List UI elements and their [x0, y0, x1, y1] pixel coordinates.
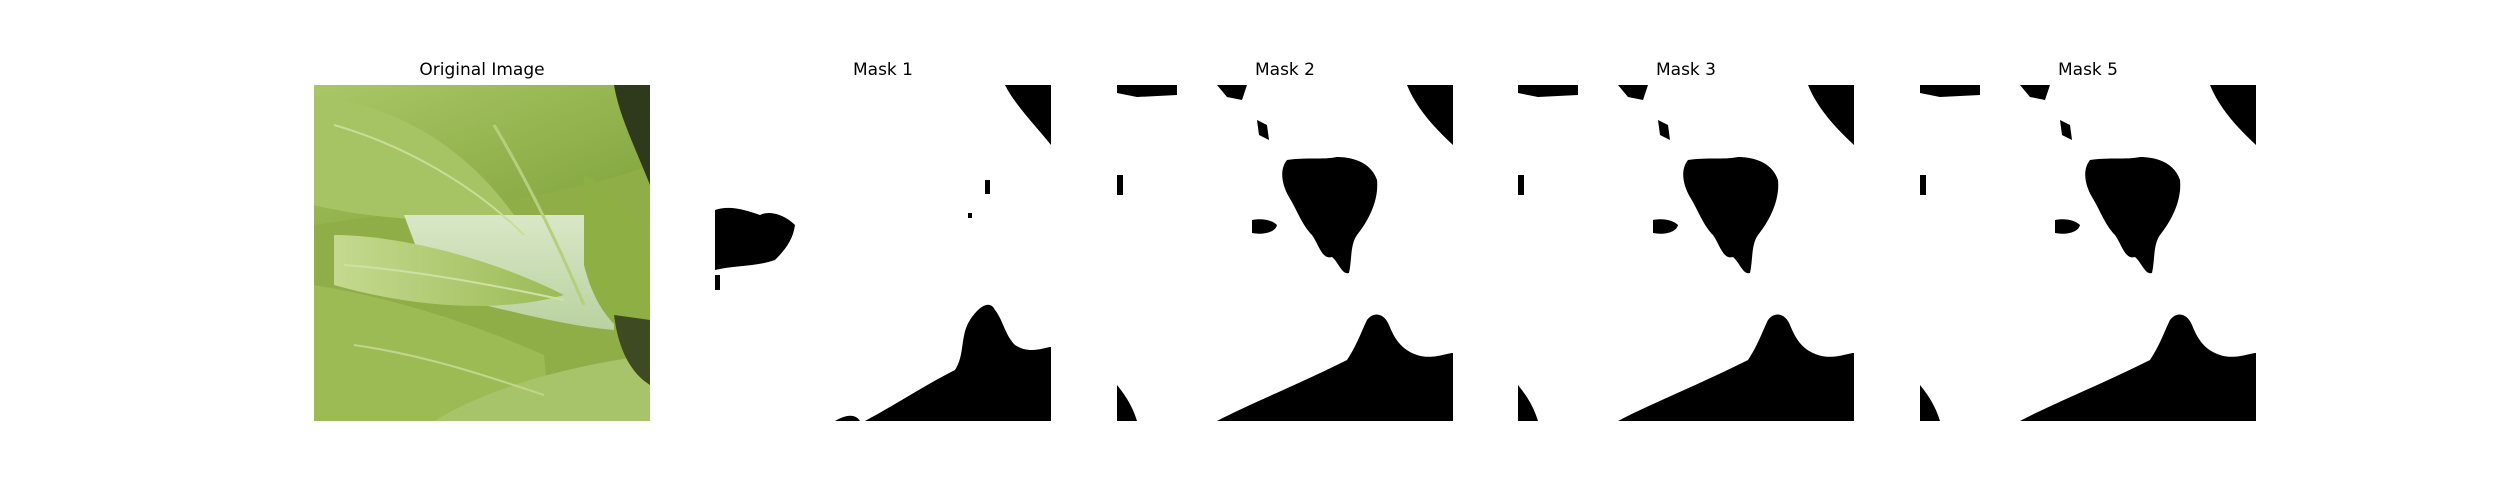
panel-title: Original Image [419, 60, 545, 80]
panel-title: Mask 3 [1655, 60, 1716, 80]
original-leaf-photo [314, 85, 650, 421]
mask-3-image [1518, 85, 1854, 421]
panel-title: Mask 1 [852, 60, 913, 80]
mask-5-image [1920, 85, 2256, 421]
mask-2-image [1117, 85, 1453, 421]
panel-title: Mask 5 [2057, 60, 2118, 80]
panel-title: Mask 2 [1254, 60, 1315, 80]
mask-1-image [715, 85, 1051, 421]
